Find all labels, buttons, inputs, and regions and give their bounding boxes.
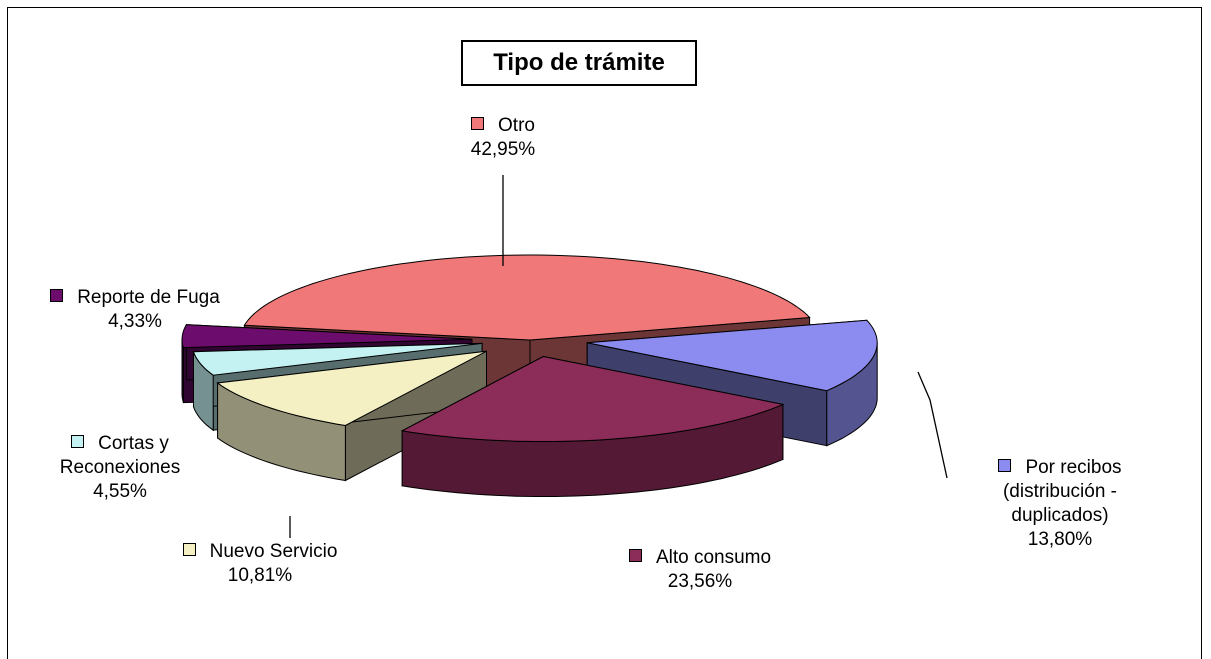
label-name-line: Por recibos (distribución - duplicados) [975, 456, 1145, 528]
data-label: Otro 42,95% [403, 114, 603, 162]
value-label: 10,81% [227, 565, 293, 586]
label-name-line: Cortas y Reconexiones [25, 432, 215, 480]
slice [192, 342, 483, 376]
label-name-line: Alto consumo [600, 546, 800, 570]
legend-swatch [628, 549, 642, 562]
legend-swatch [471, 117, 485, 130]
chart-title: Tipo de trámite [461, 40, 697, 86]
category-label: Otro [498, 115, 535, 136]
category-label: Por recibos (distribución - duplicados) [1002, 457, 1122, 526]
value-label: 42,95% [470, 139, 536, 160]
label-name-line: Nuevo Servicio [150, 540, 370, 564]
data-label: Reporte de Fuga 4,33% [20, 286, 250, 334]
label-name-line: Reporte de Fuga [20, 286, 250, 310]
data-label: Por recibos (distribución - duplicados) 1… [975, 456, 1145, 552]
value-label: 4,55% [93, 481, 147, 502]
legend-swatch [50, 289, 64, 302]
slice [216, 350, 487, 427]
label-name-line: Otro [403, 114, 603, 138]
value-label: 23,56% [667, 571, 733, 592]
value-label: 4,33% [108, 311, 162, 332]
slice [243, 254, 811, 341]
legend-swatch [998, 459, 1012, 472]
category-label: Nuevo Servicio [209, 541, 338, 562]
slice [400, 355, 785, 442]
legend-swatch [182, 543, 196, 556]
chart-frame [7, 7, 1202, 659]
legend-swatch [71, 435, 85, 448]
pie [181, 254, 878, 497]
leader-line [917, 371, 948, 479]
slice-wall [181, 339, 184, 403]
value-label: 13,80% [1027, 529, 1093, 550]
data-label: Nuevo Servicio 10,81% [150, 540, 370, 588]
slice [587, 319, 878, 392]
data-label: Alto consumo 23,56% [600, 546, 800, 594]
slice [181, 324, 473, 349]
category-label: Reporte de Fuga [77, 287, 220, 308]
leader-lines [289, 175, 948, 538]
category-label: Cortas y Reconexiones [59, 433, 181, 478]
data-label: Cortas y Reconexiones 4,55% [25, 432, 215, 504]
category-label: Alto consumo [655, 547, 772, 568]
